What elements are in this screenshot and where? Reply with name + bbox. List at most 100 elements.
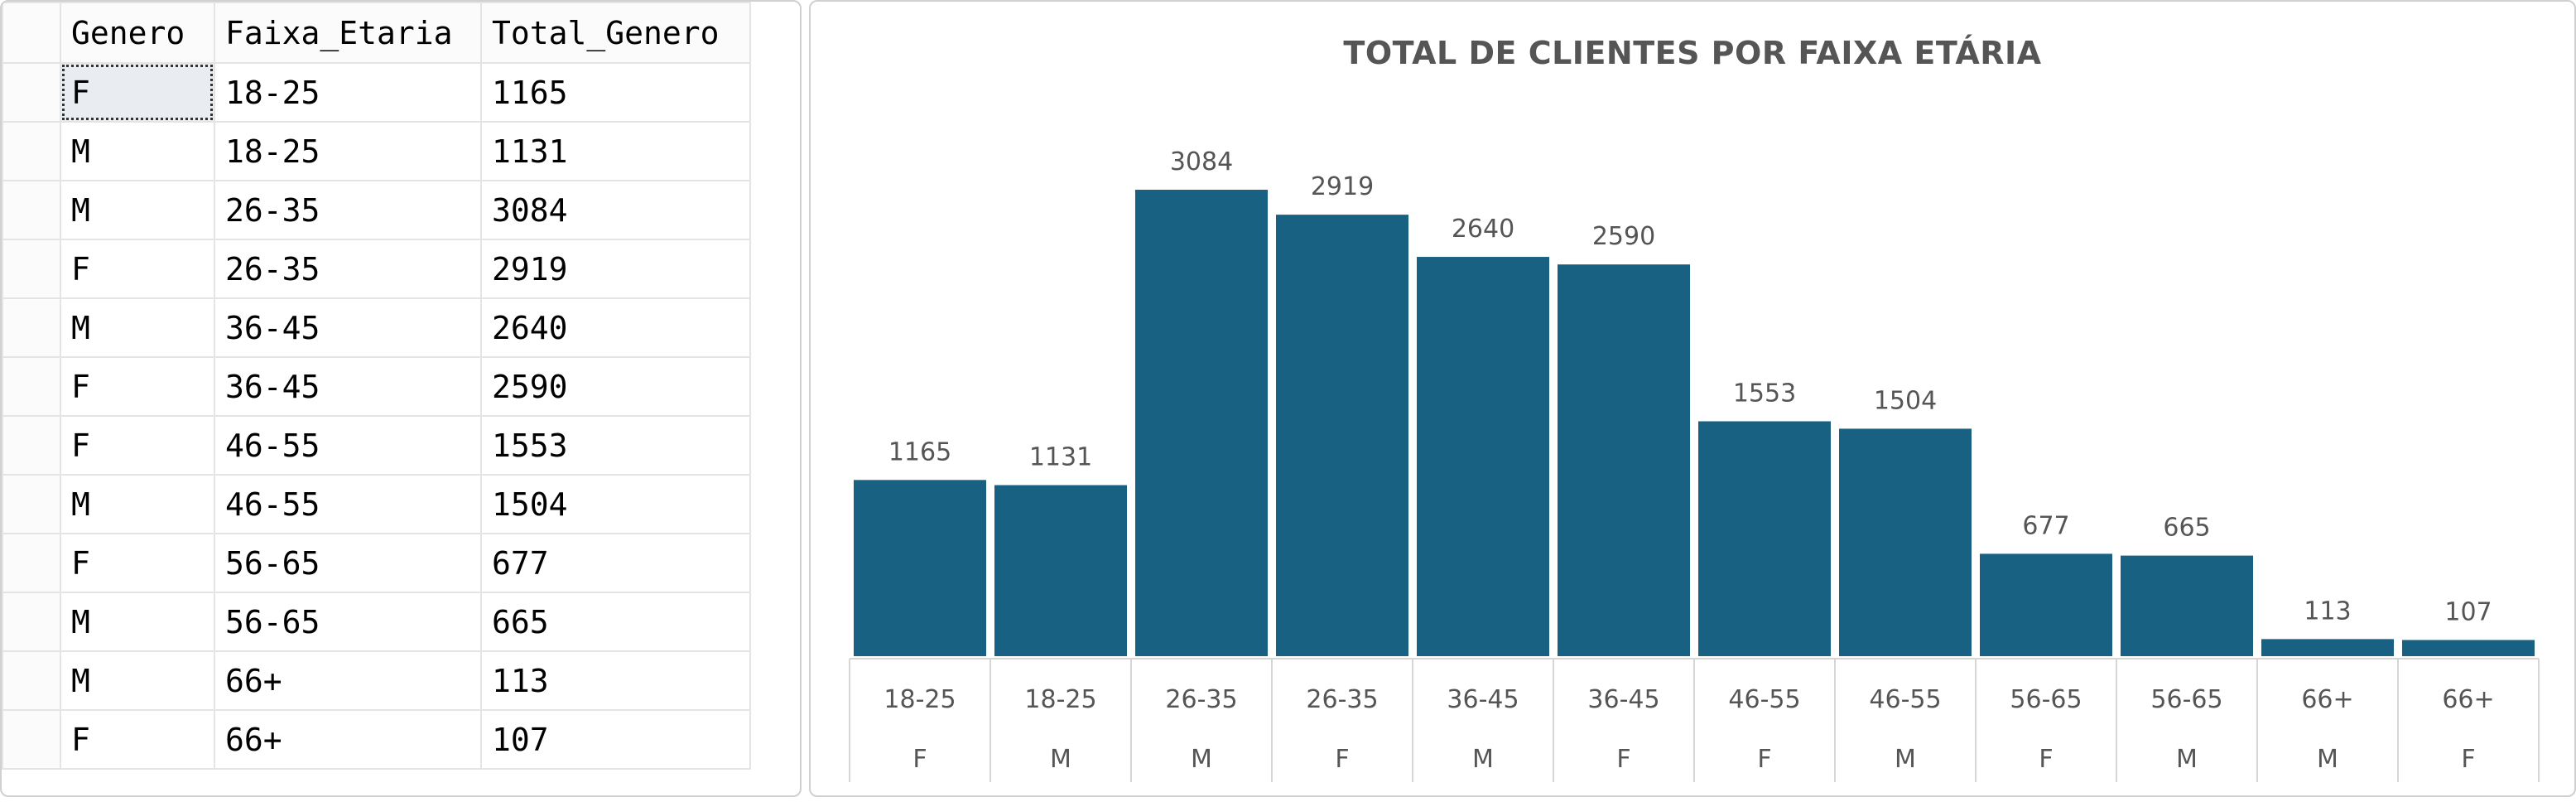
table-cell[interactable]: 2590 (480, 356, 751, 417)
tick-label-gender: M (1895, 745, 1916, 774)
bar[interactable] (1558, 264, 1690, 656)
table-cell[interactable]: 36-45 (214, 297, 482, 358)
table-cell[interactable]: F (60, 533, 215, 593)
row-selector[interactable] (2, 650, 61, 711)
table-cell[interactable]: M (60, 180, 215, 240)
data-label: 1165 (888, 437, 951, 466)
table-row[interactable]: M 46-55 1504 (2, 474, 751, 534)
table-row[interactable]: M 66+ 113 (2, 650, 751, 711)
table-header-row: Genero Faixa_Etaria Total_Genero (2, 2, 751, 64)
table-cell[interactable]: 107 (480, 709, 751, 770)
row-selector[interactable] (2, 592, 61, 652)
table-row[interactable]: M 18-25 1131 (2, 121, 751, 181)
column-header[interactable]: Genero (60, 2, 215, 64)
table-cell[interactable]: F (60, 415, 215, 476)
row-selector[interactable] (2, 356, 61, 417)
tick-label-gender: F (2461, 745, 2475, 774)
data-label: 2590 (1592, 222, 1655, 251)
table-cell[interactable]: 66+ (214, 709, 482, 770)
row-selector[interactable] (2, 121, 61, 181)
tick-label-age: 56-65 (2010, 685, 2082, 714)
tick-label-age: 26-35 (1165, 685, 1237, 714)
table-row[interactable]: F 26-35 2919 (2, 239, 751, 299)
table-cell[interactable]: F (60, 239, 215, 299)
table-cell[interactable]: M (60, 592, 215, 652)
bar[interactable] (854, 480, 986, 656)
table-cell[interactable]: 1553 (480, 415, 751, 476)
bar[interactable] (1276, 215, 1408, 656)
bar[interactable] (1698, 421, 1831, 656)
table-cell[interactable]: F (60, 62, 215, 123)
row-header-corner[interactable] (2, 2, 61, 64)
data-label: 107 (2444, 597, 2492, 626)
table-row[interactable]: F 36-45 2590 (2, 356, 751, 417)
table-cell[interactable]: M (60, 297, 215, 358)
tick-label-gender: M (1191, 745, 1212, 774)
table-cell[interactable]: 113 (480, 650, 751, 711)
bar[interactable] (1417, 257, 1549, 656)
tick-label-age: 26-35 (1306, 685, 1378, 714)
table-row[interactable]: F 18-25 1165 (2, 62, 751, 123)
table-cell[interactable]: 1131 (480, 121, 751, 181)
table-row[interactable]: M 36-45 2640 (2, 297, 751, 358)
tick-label-age: 66+ (2301, 685, 2353, 714)
table-cell[interactable]: 18-25 (214, 121, 482, 181)
table-cell[interactable]: 1504 (480, 474, 751, 534)
chart-panel: TOTAL DE CLIENTES POR FAIXA ETÁRIA 1165 1… (809, 0, 2576, 797)
table-cell[interactable]: F (60, 709, 215, 770)
table-cell[interactable]: 3084 (480, 180, 751, 240)
table-cell[interactable]: 677 (480, 533, 751, 593)
bar[interactable] (994, 485, 1127, 656)
table-cell[interactable]: 1165 (480, 62, 751, 123)
bar-chart: 1165 18-25 F 1131 18-25 M 3084 26-35 M 2919 26-35 F… (849, 147, 2540, 782)
data-label: 1504 (1874, 386, 1937, 415)
table-cell[interactable]: 18-25 (214, 62, 482, 123)
table-row[interactable]: F 66+ 107 (2, 709, 751, 770)
row-selector[interactable] (2, 474, 61, 534)
table-cell[interactable]: 26-35 (214, 239, 482, 299)
row-selector[interactable] (2, 239, 61, 299)
bar[interactable] (1135, 190, 1268, 656)
table-cell[interactable]: 36-45 (214, 356, 482, 417)
bar[interactable] (1839, 428, 1972, 656)
table-cell[interactable]: 56-65 (214, 533, 482, 593)
data-label: 677 (2022, 511, 2069, 540)
bar[interactable] (2261, 639, 2394, 656)
bar[interactable] (2402, 640, 2535, 656)
table-row[interactable]: F 56-65 677 (2, 533, 751, 593)
table-cell[interactable]: F (60, 356, 215, 417)
table-row[interactable]: M 56-65 665 (2, 592, 751, 652)
table-row[interactable]: M 26-35 3084 (2, 180, 751, 240)
table-cell[interactable]: M (60, 650, 215, 711)
table-cell[interactable]: 46-55 (214, 474, 482, 534)
table-cell[interactable]: M (60, 121, 215, 181)
column-header[interactable]: Faixa_Etaria (214, 2, 482, 64)
row-selector[interactable] (2, 709, 61, 770)
table-cell[interactable]: 2640 (480, 297, 751, 358)
tick-label-gender: F (1335, 745, 1349, 774)
table-cell[interactable]: 665 (480, 592, 751, 652)
data-label: 1131 (1029, 443, 1092, 472)
chart-title: TOTAL DE CLIENTES POR FAIXA ETÁRIA (1343, 35, 2042, 71)
table-cell[interactable]: 66+ (214, 650, 482, 711)
table-cell[interactable]: 26-35 (214, 180, 482, 240)
table-cell[interactable]: M (60, 474, 215, 534)
tick-label-gender: F (912, 745, 927, 774)
column-header[interactable]: Total_Genero (480, 2, 751, 64)
table-cell[interactable]: 2919 (480, 239, 751, 299)
table-cell[interactable]: 46-55 (214, 415, 482, 476)
table-row[interactable]: F 46-55 1553 (2, 415, 751, 476)
row-selector[interactable] (2, 533, 61, 593)
table-cell[interactable]: 56-65 (214, 592, 482, 652)
results-grid-panel: Genero Faixa_Etaria Total_Genero F 18-25 1… (0, 0, 802, 797)
row-selector[interactable] (2, 62, 61, 123)
row-selector[interactable] (2, 415, 61, 476)
data-label: 2640 (1452, 215, 1514, 244)
row-selector[interactable] (2, 297, 61, 358)
tick-label-age: 36-45 (1587, 685, 1659, 714)
tick-label-gender: M (1472, 745, 1494, 774)
bar[interactable] (2121, 555, 2253, 656)
bar[interactable] (1980, 553, 2112, 656)
row-selector[interactable] (2, 180, 61, 240)
tick-label-gender: M (2176, 745, 2198, 774)
